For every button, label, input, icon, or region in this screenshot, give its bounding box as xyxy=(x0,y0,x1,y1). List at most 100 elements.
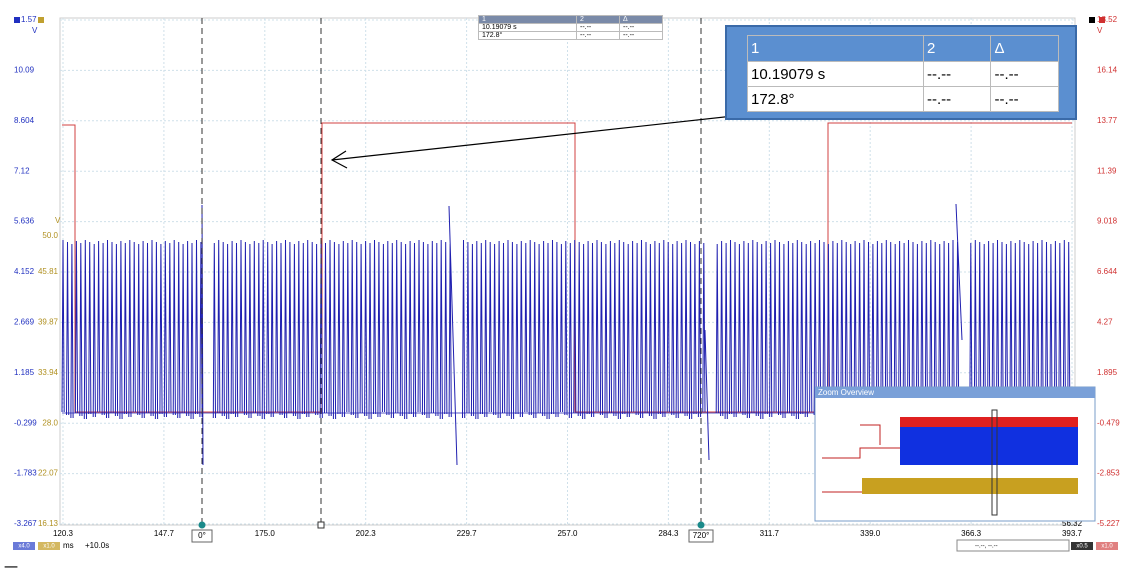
y2-tick-label: 16.14 xyxy=(1097,66,1118,75)
scale-label: x1.0 xyxy=(1101,544,1113,550)
readout-box xyxy=(956,539,1070,552)
footer-text: 一 xyxy=(4,560,18,576)
y-tick-label: 1.185 xyxy=(14,368,35,377)
zoom-blue xyxy=(900,425,1078,465)
y-tick-label: -3.267 xyxy=(14,519,37,528)
x-tick-label: 393.7 xyxy=(1062,529,1083,538)
table-header: 1 xyxy=(478,15,577,24)
zoom-window[interactable] xyxy=(991,409,998,516)
x-tick-label: 366.3 xyxy=(961,529,982,538)
y2-tick-label: -0.479 xyxy=(1097,418,1120,427)
x-end: 56.32 xyxy=(1062,519,1083,528)
x-offset: +10.0s xyxy=(85,541,109,550)
y-tick-label: 4.152 xyxy=(14,267,35,276)
y2-tick-label: -2.853 xyxy=(1097,469,1120,478)
callout-arrow xyxy=(331,111,771,161)
readout: --.--, --.-- xyxy=(975,544,998,550)
y-tick-label: -1.783 xyxy=(14,469,37,478)
channel-chip xyxy=(1089,17,1095,23)
zoom-title: Zoom Overview xyxy=(818,388,874,397)
cursor-label-box xyxy=(688,529,714,543)
table-header: 2 xyxy=(575,15,620,24)
waveform-ch-a xyxy=(61,203,1071,466)
y2-tick-label: 13.77 xyxy=(1097,116,1118,125)
zoom-titlebar xyxy=(815,387,1095,398)
axis-unit: V xyxy=(32,26,38,35)
table-cell: --.-- xyxy=(575,23,620,32)
axis-top: 1.57 xyxy=(21,15,37,24)
x-tick-label: 311.7 xyxy=(760,529,780,538)
y3-tick-label: 50.0 xyxy=(42,231,58,240)
x-tick-label: 202.3 xyxy=(356,529,377,538)
y-tick-label: 2.669 xyxy=(14,318,35,327)
x-tick-label: 120.3 xyxy=(53,529,74,538)
table-header: 1 xyxy=(747,35,924,62)
y3-tick-label: 22.07 xyxy=(38,469,59,478)
table-cell: 10.19079 s xyxy=(478,23,577,32)
y2-tick-label: 1.895 xyxy=(1097,368,1118,377)
y2-tick-label: 9.018 xyxy=(1097,217,1118,226)
y-tick-label: 10.09 xyxy=(14,66,35,75)
zoom-gold xyxy=(862,478,1078,494)
y2-tick-label: 4.27 xyxy=(1097,318,1113,327)
scale-label: x4.0 xyxy=(18,544,30,550)
y2-tick-label: 6.644 xyxy=(1097,267,1118,276)
table-cell: --.-- xyxy=(618,31,664,40)
y-tick-label: 7.12 xyxy=(14,166,30,175)
cursor-label: 0° xyxy=(198,531,206,540)
scale-chip[interactable] xyxy=(1096,542,1118,550)
y3-tick-label: 16.13 xyxy=(38,519,59,528)
channel-chip xyxy=(1099,17,1105,23)
scale-label: x0.5 xyxy=(1076,544,1088,550)
table-cell: 172.8° xyxy=(478,31,577,40)
zoom-overview: Zoom Overview xyxy=(814,386,1096,522)
y-tick-label: 5.636 xyxy=(14,217,35,226)
x-tick-label: 175.0 xyxy=(255,529,276,538)
table-cell: --.-- xyxy=(618,23,664,32)
channel-chip xyxy=(14,17,20,23)
x-unit: ms xyxy=(63,541,74,550)
y2-tick-label: -5.227 xyxy=(1097,519,1120,528)
scale-label: x1.0 xyxy=(43,544,55,550)
cursor-label: 720° xyxy=(693,531,710,540)
y3-tick-label: 39.87 xyxy=(38,318,59,327)
scale-chip[interactable] xyxy=(38,542,60,550)
cursor-handle[interactable] xyxy=(697,521,705,529)
arrow-head xyxy=(330,150,348,169)
table-cell: --.-- xyxy=(922,61,992,87)
cursor-handle[interactable] xyxy=(317,521,325,529)
table-header: Δ xyxy=(990,35,1059,62)
y-tick-label: 8.604 xyxy=(14,116,35,125)
channel-chip xyxy=(38,17,44,23)
y3-tick-label: 28.0 xyxy=(42,418,58,427)
table-header: Δ xyxy=(618,15,664,24)
scale-chip[interactable] xyxy=(1071,542,1093,550)
y2-tick-label: 11.39 xyxy=(1097,166,1117,175)
table-cell: 10.19079 s xyxy=(747,61,924,87)
axis-unit: V xyxy=(1097,26,1103,35)
table-cell: --.-- xyxy=(575,31,620,40)
y-tick-label: -0.299 xyxy=(14,418,37,427)
table-cell: --.-- xyxy=(922,86,992,112)
cursor-label-box xyxy=(191,529,213,543)
axis-top: 18.52 xyxy=(1097,15,1118,24)
x-tick-label: 229.7 xyxy=(457,529,478,538)
table-cell: --.-- xyxy=(990,86,1059,112)
scale-chip[interactable] xyxy=(13,542,35,550)
table-cell: 172.8° xyxy=(747,86,924,112)
x-tick-label: 257.0 xyxy=(557,529,578,538)
table-header: 2 xyxy=(922,35,992,62)
zoom-trace xyxy=(822,424,900,493)
x-tick-label: 147.7 xyxy=(154,529,175,538)
x-tick-label: 284.3 xyxy=(658,529,679,538)
table-cell: --.-- xyxy=(990,61,1059,87)
x-tick-label: 339.0 xyxy=(860,529,881,538)
zoom-red xyxy=(900,417,1078,427)
cursor-handle[interactable] xyxy=(198,521,206,529)
axis-unit: V xyxy=(55,216,61,225)
y3-tick-label: 45.81 xyxy=(38,267,59,276)
